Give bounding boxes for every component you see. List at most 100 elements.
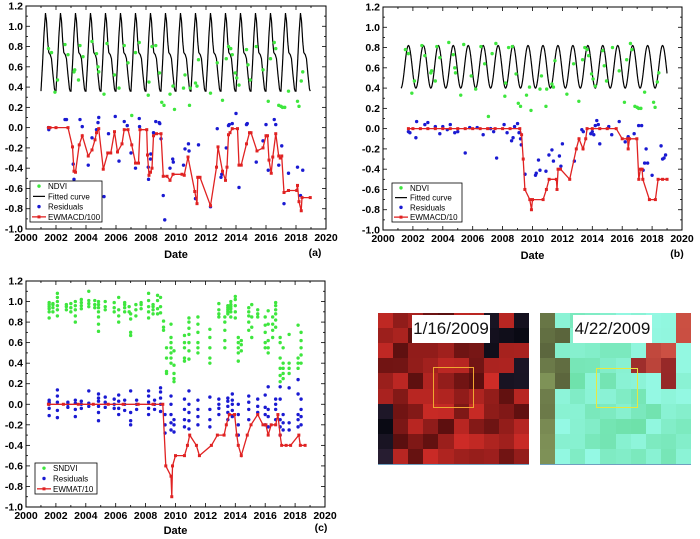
residual-point (256, 397, 260, 401)
chart-panel-a: 2000 2002 2004 2006 2008 2010 2012 2014 2016 2018… (5, 1, 338, 262)
ndvi-point (81, 54, 85, 59)
ewma-marker (224, 423, 228, 427)
sndvi-point (278, 366, 282, 371)
sndvi-point (208, 327, 212, 331)
residual-point (273, 407, 278, 412)
image-pixel (570, 388, 586, 404)
image-pixel (645, 448, 661, 464)
ewma-marker (155, 132, 158, 136)
ndvi-point (244, 47, 249, 52)
ndvi-point (237, 83, 241, 87)
residual-point (196, 143, 201, 147)
ndvi-point (224, 57, 228, 61)
ndvi-point (583, 45, 587, 50)
residual-point (544, 169, 548, 173)
ndvi-point (147, 80, 151, 84)
residual-point (187, 410, 191, 415)
residual-point (414, 136, 418, 140)
image-pixel (423, 388, 439, 404)
ewma-marker (278, 433, 282, 437)
residual-point (281, 421, 285, 425)
image-pixel (570, 373, 586, 389)
ewma-marker (230, 127, 234, 131)
sndvi-point (116, 314, 121, 318)
residual-point (272, 117, 276, 122)
residual-point (230, 398, 235, 402)
residual-point (196, 407, 200, 412)
residual-point (511, 136, 515, 140)
sndvi-point (299, 330, 303, 335)
residual-point (96, 396, 101, 400)
sndvi-point (69, 301, 73, 306)
x-tick-label: 2016 (254, 232, 278, 244)
y-tick-label: 1.0 (8, 21, 23, 33)
residual-point (163, 218, 167, 222)
sndvi-point (182, 333, 187, 338)
image-pixel (468, 388, 484, 404)
sndvi-point (196, 330, 200, 335)
sndvi-point (233, 303, 237, 308)
legend-label: EWMACD/10 (410, 213, 458, 222)
ndvi-point (117, 86, 121, 90)
ewma-marker (61, 402, 65, 406)
sndvi-point (103, 299, 107, 304)
sndvi-point (55, 295, 60, 300)
residual-point (154, 119, 158, 124)
residual-point (287, 428, 291, 432)
image-pixel (393, 313, 409, 329)
x-tick-label: 2012 (194, 510, 218, 522)
residual-point (148, 157, 153, 161)
residual-point (301, 168, 305, 172)
ewma-marker (637, 177, 641, 181)
residual-point (254, 160, 258, 164)
sndvi-point (127, 304, 131, 309)
image-pixel (378, 403, 394, 419)
ndvi-point (105, 41, 109, 46)
x-tick-label: 2002 (44, 510, 68, 522)
residual-point (96, 120, 100, 125)
sndvi-point (73, 320, 78, 324)
sndvi-point (182, 356, 187, 360)
residual-point (264, 122, 268, 127)
residual-point (47, 406, 51, 411)
residual-point (152, 407, 157, 412)
ndvi-point (580, 58, 585, 62)
sndvi-point (266, 322, 270, 326)
ndvi-point (90, 39, 94, 44)
residual-point (158, 390, 163, 394)
ewma-marker (297, 433, 301, 437)
ewma-marker (215, 433, 219, 437)
residual-point (299, 414, 303, 419)
y-tick-label: 0.4 (8, 82, 23, 94)
image-pixel (570, 343, 586, 359)
sndvi-point (278, 356, 282, 360)
ewma-marker (271, 155, 275, 159)
ewma-marker (216, 145, 220, 149)
ewma-marker (182, 173, 186, 177)
ewma-marker (261, 146, 265, 150)
sndvi-point (161, 325, 166, 329)
sndvi-point (233, 297, 237, 302)
fitted-curve-line (400, 44, 668, 89)
residual-point (610, 133, 614, 137)
ewma-marker (289, 443, 293, 447)
ndvi-point (193, 81, 198, 85)
ndvi-point (168, 92, 172, 96)
ewma-marker (278, 156, 282, 160)
image-pixel (540, 343, 556, 359)
image-pixel (555, 328, 571, 344)
residual-point (103, 400, 107, 404)
residual-point (296, 412, 300, 417)
residual-point (423, 122, 427, 127)
residual-point (639, 123, 644, 128)
image-pixel (615, 358, 631, 374)
ewma-marker (574, 147, 578, 151)
residual-point (66, 405, 70, 410)
residual-point (217, 397, 221, 401)
residual-point (550, 148, 554, 152)
x-axis-title: Date (521, 250, 545, 262)
sndvi-point (263, 323, 267, 327)
x-tick-label: 2010 (164, 510, 188, 522)
y-tick-label: 1.2 (8, 276, 23, 288)
residual-point (79, 406, 84, 411)
